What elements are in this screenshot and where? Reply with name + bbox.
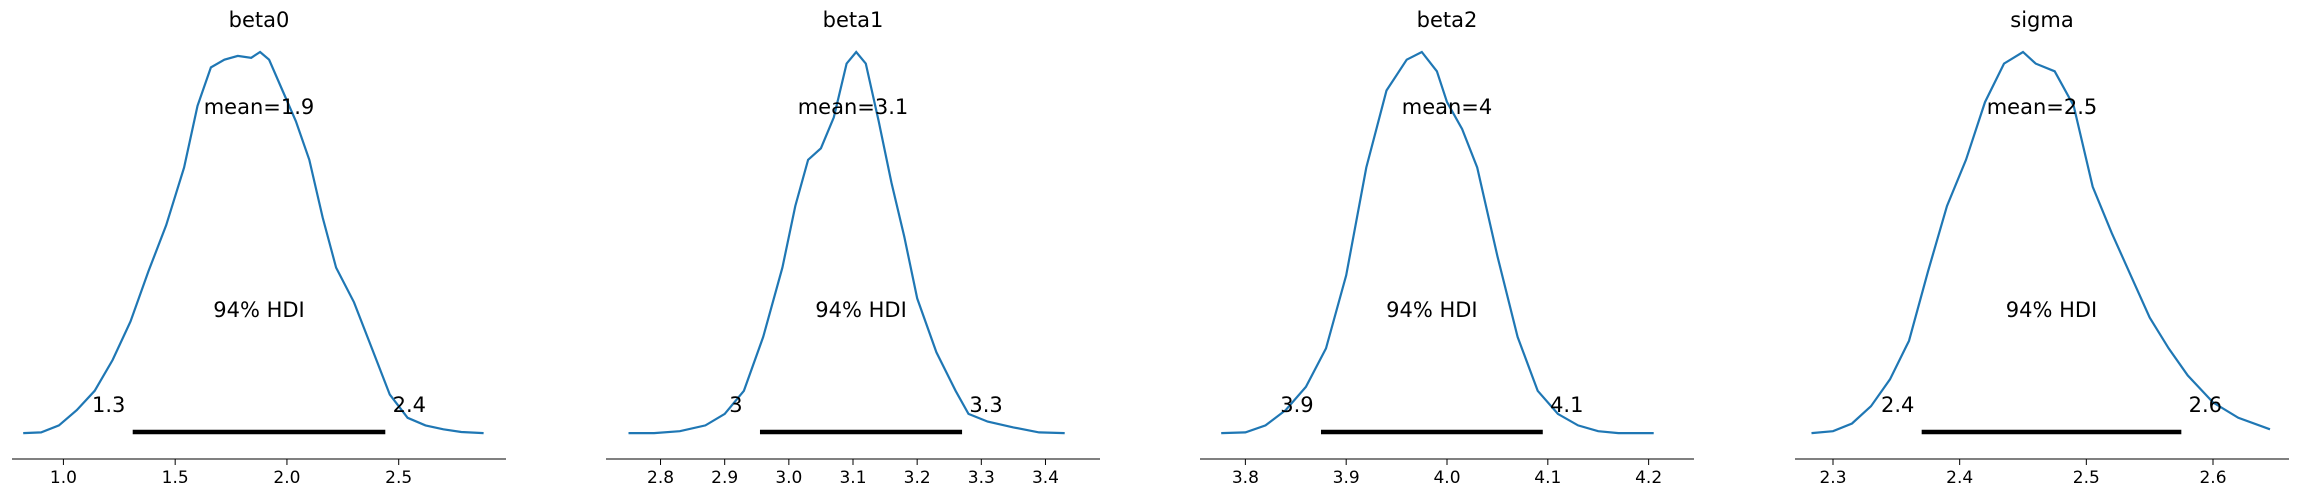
x-tick-label: 3.2: [904, 468, 931, 488]
x-tick-label: 2.6: [2199, 468, 2226, 488]
x-tick-label: 3.0: [775, 468, 802, 488]
panel-title: sigma: [2010, 8, 2073, 32]
hdi-label: 94% HDI: [213, 298, 305, 322]
mean-label: mean=2.5: [1987, 95, 2098, 119]
x-tick-label: 1.5: [162, 468, 189, 488]
density-curve: [628, 50, 1065, 435]
hdi-lower-label: 3: [729, 393, 742, 417]
hdi-label: 94% HDI: [815, 298, 907, 322]
hdi-label: 94% HDI: [2006, 298, 2098, 322]
hdi-upper-label: 2.6: [2189, 393, 2222, 417]
hdi-upper-label: 3.3: [969, 393, 1002, 417]
hdi-label: 94% HDI: [1386, 298, 1478, 322]
x-tick-label: 3.1: [839, 468, 866, 488]
density-curve: [23, 50, 484, 435]
mean-label: mean=1.9: [204, 95, 315, 119]
panel-title: beta0: [229, 8, 290, 32]
hdi-upper-label: 2.4: [393, 393, 426, 417]
density-curve: [1811, 50, 2271, 435]
panel-title: beta1: [823, 8, 884, 32]
x-tick-label: 2.0: [273, 468, 300, 488]
x-tick-label: 2.4: [1946, 468, 1973, 488]
panel-title: beta2: [1417, 8, 1478, 32]
x-tick-label: 4.0: [1433, 468, 1460, 488]
x-tick-label: 3.4: [1032, 468, 1059, 488]
mean-label: mean=4: [1402, 95, 1493, 119]
x-tick-label: 2.5: [2073, 468, 2100, 488]
x-tick-label: 4.2: [1635, 468, 1662, 488]
mean-label: mean=3.1: [798, 95, 909, 119]
x-tick-label: 2.3: [1819, 468, 1846, 488]
hdi-lower-label: 3.9: [1280, 393, 1313, 417]
x-tick-label: 2.8: [647, 468, 674, 488]
x-tick-label: 2.5: [385, 468, 412, 488]
hdi-upper-label: 4.1: [1550, 393, 1583, 417]
x-tick-label: 3.3: [968, 468, 995, 488]
x-tick-label: 4.1: [1534, 468, 1561, 488]
hdi-lower-label: 1.3: [92, 393, 125, 417]
density-curve: [1221, 50, 1654, 435]
panel-beta0: beta0 mean=1.9 94% HDI 1.3 2.4 1.0 1.5 2.0 2.5: [12, 8, 506, 488]
hdi-lower-label: 2.4: [1881, 393, 1914, 417]
x-tick-label: 2.9: [711, 468, 738, 488]
panel-sigma: sigma mean=2.5 94% HDI 2.4 2.6 2.3 2.4 2.5 2.6: [1795, 8, 2289, 488]
panel-beta2: beta2 mean=4 94% HDI 3.9 4.1 3.8 3.9 4.0 4.1 4.2: [1200, 8, 1694, 488]
x-tick-label: 1.0: [50, 468, 77, 488]
panel-beta1: beta1 mean=3.1 94% HDI 3 3.3 2.8 2.9 3.0 3.1 3.2 3…: [606, 8, 1100, 488]
x-tick-label: 3.9: [1333, 468, 1360, 488]
x-tick-label: 3.8: [1232, 468, 1259, 488]
